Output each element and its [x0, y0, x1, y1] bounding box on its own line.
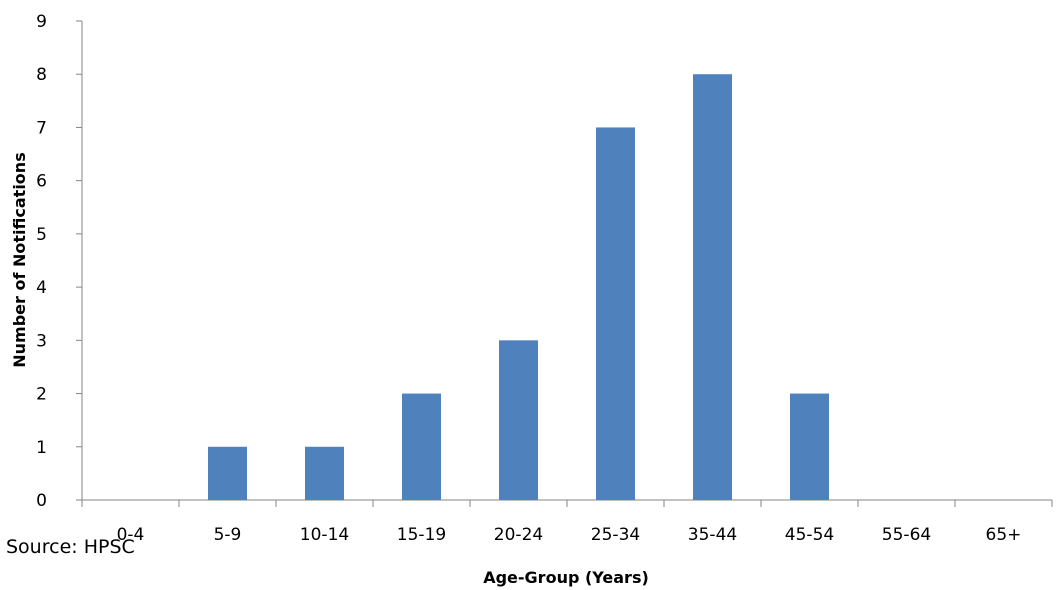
- x-axis: 0-4 5-9 10-14 15-19 20-24 25-34 35-44 45-54 55-6…: [81, 499, 1053, 545]
- x-tick-label: 15-19: [397, 525, 446, 545]
- x-tick-label: 35-44: [688, 525, 737, 545]
- y-tick-label: 7: [36, 118, 47, 138]
- x-tick-label: 10-14: [300, 525, 349, 545]
- x-tick-label: 55-64: [882, 525, 931, 545]
- y-axis-title: Number of Notifications: [10, 152, 29, 367]
- x-tick-label: 65+: [986, 525, 1022, 545]
- y-tick-label: 4: [36, 278, 47, 298]
- bar-35-44: [693, 74, 732, 500]
- bar-10-14: [305, 446, 344, 500]
- x-axis-title: Age-Group (Years): [483, 568, 649, 587]
- y-tick-label: 6: [36, 172, 47, 192]
- y-axis: 0 1 2 3 4 5 6 7 8 9: [36, 12, 83, 511]
- x-tick-label: 25-34: [591, 525, 640, 545]
- x-tick-label: 5-9: [214, 525, 242, 545]
- bar-20-24: [499, 340, 538, 500]
- bar-45-54: [790, 393, 829, 500]
- y-tick-label: 9: [36, 12, 47, 32]
- y-tick-label: 5: [36, 225, 47, 245]
- source-note: Source: HPSC: [6, 536, 135, 558]
- y-tick-label: 3: [36, 331, 47, 351]
- y-tick-label: 1: [36, 438, 47, 458]
- y-tick-label: 8: [36, 65, 47, 85]
- x-tick-label: 45-54: [785, 525, 834, 545]
- y-tick-label: 2: [36, 385, 47, 405]
- bars: [208, 74, 829, 500]
- bar-5-9: [208, 446, 247, 500]
- bar-15-19: [402, 393, 441, 500]
- bar-25-34: [596, 127, 635, 500]
- y-tick-label: 0: [36, 491, 47, 511]
- x-tick-label: 0-4: [117, 525, 145, 545]
- x-tick-label: 20-24: [494, 525, 543, 545]
